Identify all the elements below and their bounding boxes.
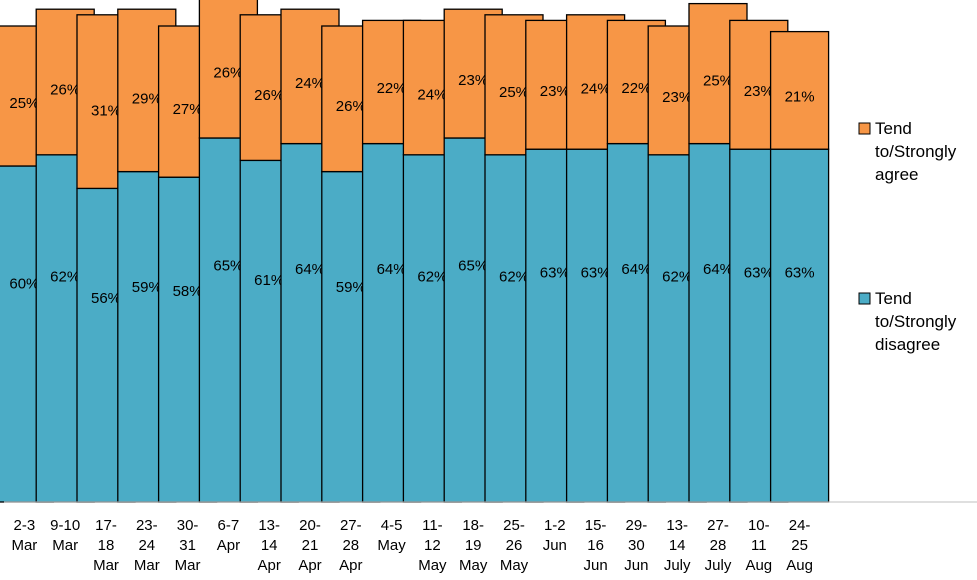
data-label-disagree: 64% xyxy=(377,261,407,278)
data-label-disagree: 63% xyxy=(540,265,570,282)
data-label-agree: 24% xyxy=(581,81,611,98)
x-tick-label: 23-24 Mar xyxy=(134,517,160,574)
x-tick-label: 30-31 Mar xyxy=(175,517,201,574)
x-tick-label: 24-25 Aug xyxy=(786,517,813,574)
data-label-disagree: 60% xyxy=(9,276,39,293)
data-label-agree: 26% xyxy=(213,64,243,81)
legend-swatch xyxy=(858,292,871,305)
data-label-disagree: 65% xyxy=(458,257,488,274)
data-label-agree: 25% xyxy=(9,95,39,112)
x-tick-label: 6-7 Apr xyxy=(217,517,240,554)
data-label-disagree: 59% xyxy=(132,279,162,296)
x-tick-label: 20-21 Apr xyxy=(298,517,321,574)
data-label-agree: 21% xyxy=(785,88,815,105)
x-tick-label: 11-12 May xyxy=(418,517,447,574)
data-label-agree: 26% xyxy=(254,87,284,104)
legend-label: Tend to/Strongly agree xyxy=(875,119,957,184)
data-label-disagree: 58% xyxy=(173,283,203,300)
legend-swatch xyxy=(858,122,871,135)
data-label-agree: 23% xyxy=(458,72,488,89)
x-tick-label: 9-10 Mar xyxy=(50,517,80,554)
data-label-agree: 24% xyxy=(417,86,447,103)
data-label-disagree: 62% xyxy=(662,268,692,285)
data-label-agree: 25% xyxy=(703,73,733,90)
data-label-disagree: 63% xyxy=(785,265,815,282)
data-label-agree: 29% xyxy=(132,91,162,108)
x-tick-label: 17-18 Mar xyxy=(93,517,119,574)
x-tick-label: 2-3 Mar xyxy=(11,517,37,554)
data-label-agree: 25% xyxy=(499,84,529,101)
data-label-agree: 26% xyxy=(50,81,80,98)
data-label-disagree: 61% xyxy=(254,272,284,289)
data-label-disagree: 65% xyxy=(213,257,243,274)
data-label-disagree: 62% xyxy=(50,268,80,285)
x-tick-label: 1-2 Jun xyxy=(543,517,567,554)
data-label-agree: 26% xyxy=(336,98,366,115)
x-tick-label: 27-28 July xyxy=(705,517,732,574)
data-label-disagree: 64% xyxy=(621,261,651,278)
data-label-disagree: 64% xyxy=(295,261,325,278)
data-label-disagree: 63% xyxy=(744,265,774,282)
data-label-agree: 22% xyxy=(621,80,651,97)
data-label-disagree: 56% xyxy=(91,290,121,307)
x-tick-label: 18-19 May xyxy=(459,517,488,574)
data-label-agree: 23% xyxy=(744,83,774,100)
x-tick-label: 4-5 May xyxy=(377,517,406,554)
data-label-disagree: 64% xyxy=(703,261,733,278)
data-label-agree: 23% xyxy=(662,89,692,106)
x-tick-label: 13-14 Apr xyxy=(258,517,281,574)
data-label-disagree: 62% xyxy=(499,268,529,285)
data-label-agree: 22% xyxy=(377,80,407,97)
x-tick-label: 29-30 Jun xyxy=(624,517,648,574)
legend-label: Tend to/Strongly disagree xyxy=(875,289,957,354)
x-tick-label: 27-28 Apr xyxy=(339,517,362,574)
data-label-disagree: 59% xyxy=(336,279,366,296)
data-label-disagree: 63% xyxy=(581,265,611,282)
data-label-agree: 27% xyxy=(173,101,203,118)
bar-disagree xyxy=(769,148,830,503)
bar-agree xyxy=(769,30,830,150)
data-label-disagree: 62% xyxy=(417,268,447,285)
data-label-agree: 23% xyxy=(540,83,570,100)
x-tick-label: 13-14 July xyxy=(664,517,691,574)
data-label-agree: 31% xyxy=(91,102,121,119)
x-tick-label: 25-26 May xyxy=(500,517,529,574)
data-label-agree: 24% xyxy=(295,75,325,92)
x-tick-label: 10-11 Aug xyxy=(745,517,772,574)
x-tick-label: 15-16 Jun xyxy=(584,517,608,574)
